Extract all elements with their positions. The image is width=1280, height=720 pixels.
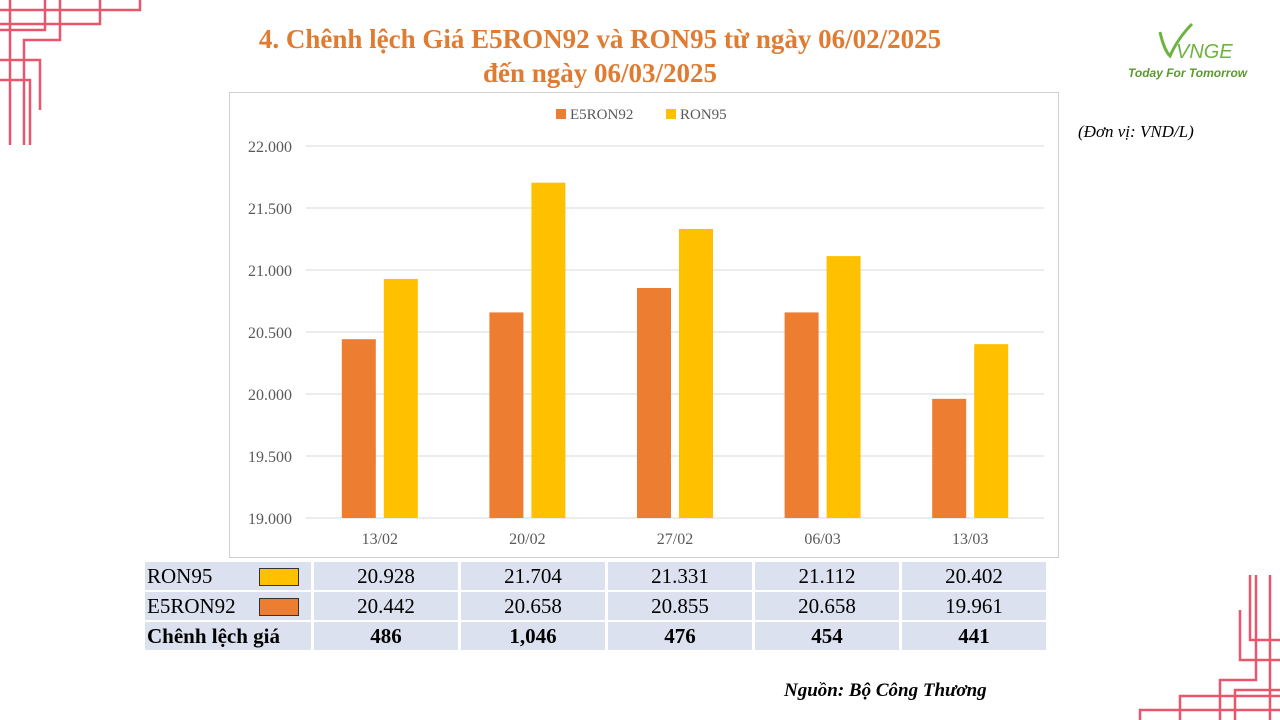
ron95-swatch xyxy=(259,568,299,586)
bar-e5ron92 xyxy=(932,398,967,518)
y-tick-label: 22.000 xyxy=(248,139,292,156)
table-row: E5RON92 20.442 20.658 20.855 20.658 19.9… xyxy=(145,591,1049,622)
table-cell: 20.658 xyxy=(459,591,608,622)
title-line-2: đến ngày 06/03/2025 xyxy=(482,58,718,88)
bottom-right-ornament xyxy=(1138,575,1280,720)
legend-swatch xyxy=(556,109,566,119)
bar-e5ron92 xyxy=(637,287,671,518)
bar-ron95 xyxy=(826,256,861,518)
row-label: RON95 xyxy=(147,563,213,588)
table-row: RON95 20.928 21.704 21.331 21.112 20.402 xyxy=(145,562,1049,592)
table-cell: 441 xyxy=(900,621,1049,652)
y-tick-label: 21.000 xyxy=(248,263,292,280)
row-label-cell: E5RON92 xyxy=(145,591,314,622)
table-cell: 486 xyxy=(312,621,461,652)
e5ron92-swatch xyxy=(259,598,299,616)
bar-ron95 xyxy=(974,344,1009,518)
legend-swatch xyxy=(666,109,676,119)
bar-ron95 xyxy=(679,228,713,518)
bar-ron95 xyxy=(383,278,418,518)
x-tick-label: 27/02 xyxy=(657,531,693,548)
chart-area: 19.000 19.500 20.000 20.500 21.000 21.500 22.0… xyxy=(229,92,1059,558)
x-tick-label: 20/02 xyxy=(509,531,545,548)
unit-label: (Đơn vị: VND/L) xyxy=(1078,122,1194,141)
x-tick-label: 13/03 xyxy=(952,531,988,548)
row-label: Chênh lệch giá xyxy=(147,623,281,648)
table-cell: 20.855 xyxy=(606,591,755,622)
bar-ron95 xyxy=(531,182,566,518)
logo-text: VNGE xyxy=(1176,41,1233,63)
source-note: Nguồn: Bộ Công Thương xyxy=(784,680,987,701)
y-tick-label: 19.000 xyxy=(248,511,292,528)
table-cell: 454 xyxy=(753,621,902,652)
y-tick-label: 20.500 xyxy=(248,325,292,342)
legend-label: E5RON92 xyxy=(570,107,633,123)
x-tick-label: 13/02 xyxy=(362,531,398,548)
chart-title: 4. Chênh lệch Giá E5RON92 và RON95 từ ng… xyxy=(160,22,1040,90)
x-tick-label: 06/03 xyxy=(804,531,840,548)
table-cell: 1,046 xyxy=(459,621,608,652)
bar-e5ron92 xyxy=(341,339,376,518)
table-row: Chênh lệch giá 486 1,046 476 454 441 xyxy=(145,621,1049,652)
y-tick-label: 19.500 xyxy=(248,449,292,466)
y-tick-label: 20.000 xyxy=(248,387,292,404)
bar-e5ron92 xyxy=(784,312,819,518)
table-cell: 20.658 xyxy=(753,591,902,622)
bar-e5ron92 xyxy=(489,312,524,518)
table-cell: 476 xyxy=(606,621,755,652)
table-cell: 21.704 xyxy=(459,562,608,592)
vnge-logo: VNGE xyxy=(1158,22,1233,63)
legend-label: RON95 xyxy=(680,107,727,123)
top-left-ornament xyxy=(0,0,142,145)
table-cell: 21.112 xyxy=(753,562,902,592)
bar-chart: 19.000 19.500 20.000 20.500 21.000 21.500 22.0… xyxy=(248,107,1044,548)
row-label-cell: Chênh lệch giá xyxy=(145,621,314,652)
title-line-1: 4. Chênh lệch Giá E5RON92 và RON95 từ ng… xyxy=(258,24,942,54)
table-cell: 20.928 xyxy=(312,562,461,592)
data-table: RON95 20.928 21.704 21.331 21.112 20.402… xyxy=(145,562,1049,652)
table-cell: 20.442 xyxy=(312,591,461,622)
table-cell: 21.331 xyxy=(606,562,755,592)
y-tick-label: 21.500 xyxy=(248,201,292,218)
table-cell: 20.402 xyxy=(900,562,1049,592)
row-label: E5RON92 xyxy=(147,593,236,618)
logo-tagline: Today For Tomorrow xyxy=(1128,66,1248,80)
row-label-cell: RON95 xyxy=(145,562,314,592)
table-cell: 19.961 xyxy=(900,591,1049,622)
